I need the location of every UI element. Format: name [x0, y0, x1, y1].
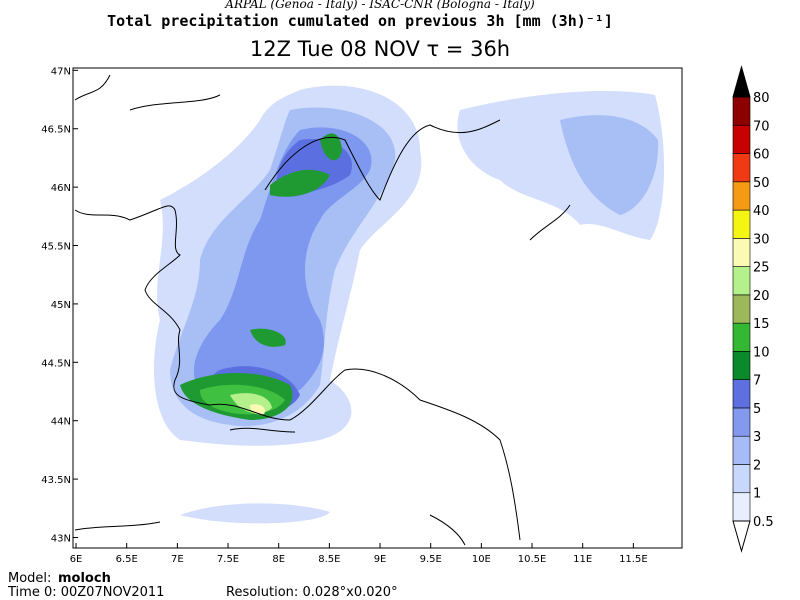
lat-tick-label: 45N — [51, 300, 71, 311]
colorbar-label: 70 — [753, 119, 770, 134]
colorbar-segment — [732, 351, 751, 380]
lat-tick-label: 47N — [51, 66, 71, 77]
colorbar-label: 60 — [753, 148, 770, 163]
lat-tick-label: 46N — [51, 183, 71, 194]
lon-tick-label: 6.5E — [116, 554, 138, 565]
lon-tick-label: 11.5E — [619, 554, 648, 565]
colorbar-label: 5 — [753, 402, 761, 417]
lon-tick-label: 6E — [70, 554, 83, 565]
lon-tick-label: 11E — [573, 554, 592, 565]
colorbar-label: 2 — [753, 458, 761, 473]
colorbar-segment — [732, 464, 751, 494]
colorbar-segment — [732, 209, 751, 239]
colorbar-segment — [732, 379, 751, 409]
colorbar-label: 25 — [753, 261, 770, 276]
colorbar-segment — [732, 181, 751, 211]
model: moloch — [58, 571, 111, 586]
colorbar-label: 3 — [753, 430, 761, 445]
colorbar-segment — [732, 322, 751, 352]
colorbar-label: 50 — [753, 176, 770, 191]
map: 6E 6.5E 7E 7.5E 8E 8.5E 9E 9.5E 10E 10.5E 11E 11.5E… — [41, 66, 683, 565]
subtitle: 12Z Tue 08 NOV τ = 36h — [250, 37, 510, 61]
colorbar-segment — [732, 238, 751, 267]
colorbar-segment — [732, 124, 751, 154]
colorbar-over — [732, 65, 751, 98]
precipitation-field — [154, 85, 665, 524]
colorbar-segment — [732, 407, 751, 437]
lat-tick-label: 43.5N — [41, 475, 71, 486]
lon-tick-label: 8.5E — [318, 554, 340, 565]
colorbar-segment — [732, 294, 751, 324]
institutions: ARPAL (Genoa - Italy) - ISAC-CNR (Bologn… — [224, 0, 535, 11]
coastlines-borders — [74, 74, 571, 546]
colorbar-label: 40 — [753, 204, 770, 219]
lon-tick-label: 9E — [374, 554, 387, 565]
colorbar-label: 80 — [753, 91, 770, 106]
lon-tick-label: 10E — [472, 554, 491, 565]
colorbar-label: 10 — [753, 345, 770, 360]
colorbar-segment — [732, 96, 751, 126]
lat-tick-label: 43N — [51, 533, 71, 544]
colorbar-label: 0.5 — [753, 515, 774, 530]
colorbar-segment — [732, 435, 751, 465]
lon-tick-label: 7.5E — [217, 554, 239, 565]
lon-tick-label: 8E — [272, 554, 285, 565]
resolution: Resolution: 0.028°x0.020° — [226, 585, 398, 600]
colorbar: 0.5 1 2 3 5 7 10 15 20 25 30 40 50 60 70 80 — [732, 65, 774, 553]
lat-tick-label: 44N — [51, 417, 71, 428]
colorbar-under — [732, 520, 751, 553]
colorbar-label: 20 — [753, 289, 770, 304]
colorbar-label: 15 — [753, 317, 770, 332]
lat-tick-label: 45.5N — [41, 242, 71, 253]
title: Total precipitation cumulated on previou… — [107, 12, 613, 30]
lon-tick-label: 7E — [171, 554, 184, 565]
lon-tick-label: 9.5E — [420, 554, 442, 565]
lat-tick-label: 46.5N — [41, 125, 71, 136]
lat-tick-label: 44.5N — [41, 358, 71, 369]
colorbar-label: 30 — [753, 232, 770, 247]
colorbar-label: 1 — [753, 487, 761, 502]
colorbar-label: 7 — [753, 374, 761, 389]
map-frame — [72, 67, 683, 549]
colorbar-segment — [732, 492, 751, 522]
time: Time 0: 00Z07NOV2011 — [7, 585, 164, 600]
colorbar-segment — [732, 266, 751, 296]
lon-tick-label: 10.5E — [518, 554, 547, 565]
colorbar-segment — [732, 153, 751, 183]
model-label: Model: — [8, 571, 51, 586]
